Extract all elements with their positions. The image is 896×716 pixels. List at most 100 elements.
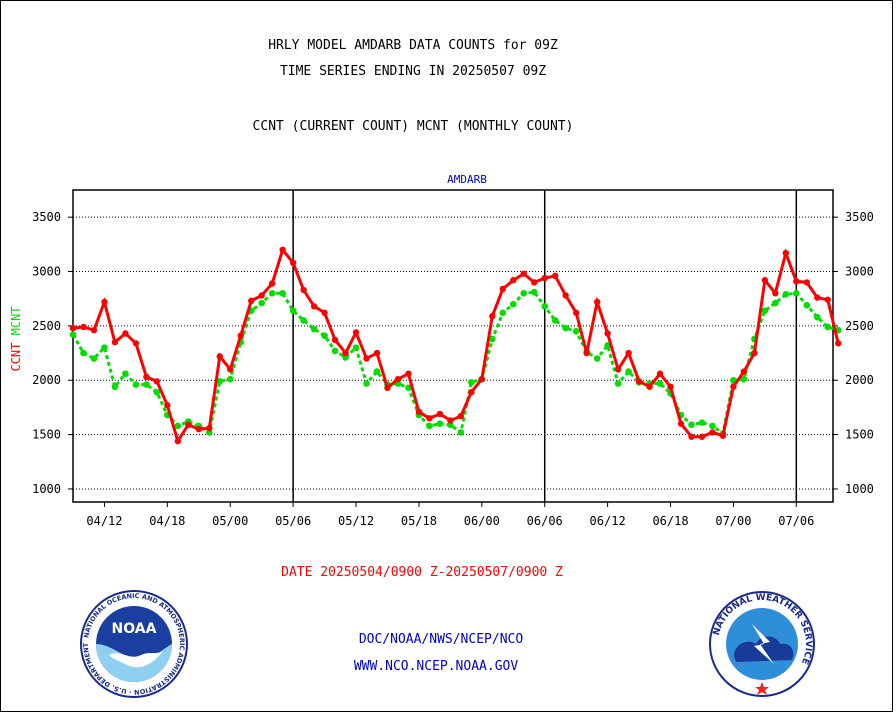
x-tick-label: 05/00 bbox=[212, 514, 248, 528]
ccnt-data-point bbox=[583, 349, 590, 357]
mcnt-data-point bbox=[80, 349, 87, 357]
mcnt-data-point bbox=[489, 335, 496, 343]
ccnt-data-point bbox=[593, 298, 601, 306]
ccnt-data-point bbox=[185, 421, 192, 429]
ccnt-data-point bbox=[793, 278, 800, 285]
ccnt-data-point bbox=[772, 290, 779, 297]
mcnt-data-point bbox=[69, 331, 77, 338]
mcnt-data-point bbox=[258, 299, 265, 307]
ccnt-data-point bbox=[489, 312, 496, 320]
mcnt-data-point bbox=[688, 421, 695, 429]
x-tick-label: 06/06 bbox=[527, 514, 563, 528]
mcnt-data-point bbox=[468, 379, 475, 386]
mcnt-data-point bbox=[551, 317, 559, 324]
mcnt-data-point bbox=[132, 381, 140, 388]
mcnt-data-point bbox=[268, 289, 276, 297]
mcnt-data-point bbox=[520, 289, 528, 297]
ccnt-data-point bbox=[384, 384, 391, 392]
mcnt-data-point bbox=[143, 381, 150, 388]
header-title-line2: TIME SERIES ENDING IN 20250507 09Z bbox=[279, 64, 547, 79]
mcnt-data-point bbox=[331, 347, 339, 355]
x-tick-label: 07/06 bbox=[778, 514, 814, 528]
ccnt-series-line bbox=[72, 246, 840, 445]
ccnt-data-point bbox=[667, 383, 674, 390]
ccnt-data-point bbox=[289, 259, 297, 267]
ccnt-data-point bbox=[709, 429, 716, 436]
ccnt-data-point bbox=[268, 280, 276, 287]
ccnt-data-point bbox=[153, 378, 161, 385]
ccnt-data-point bbox=[688, 433, 695, 440]
x-tick-label: 04/18 bbox=[149, 514, 185, 528]
ccnt-data-point bbox=[552, 272, 559, 280]
ccnt-data-point bbox=[258, 292, 265, 299]
y-tick-label-right: 2000 bbox=[845, 373, 874, 387]
y-tick-label-right: 2500 bbox=[845, 319, 874, 333]
mcnt-data-point bbox=[300, 317, 307, 324]
mcnt-data-point bbox=[740, 375, 748, 383]
ccnt-data-point bbox=[363, 355, 370, 362]
plot-area-border bbox=[72, 189, 834, 503]
mcnt-data-point bbox=[352, 344, 360, 351]
mcnt-data-point bbox=[698, 419, 706, 426]
ccnt-data-point bbox=[510, 277, 517, 284]
y-axis-label-mcnt: MCNT bbox=[9, 306, 23, 342]
mcnt-data-point bbox=[572, 328, 580, 335]
ccnt-data-point bbox=[248, 297, 255, 305]
mcnt-data-point bbox=[656, 380, 664, 387]
y-tick-label-left: 1000 bbox=[32, 482, 61, 496]
ccnt-data-point bbox=[352, 329, 360, 336]
ccnt-data-point bbox=[426, 415, 433, 422]
noaa-logo: NATIONAL OCEANIC AND ATMOSPHERIC ADMINIS… bbox=[79, 589, 188, 698]
ccnt-data-point bbox=[373, 349, 381, 357]
mcnt-data-point bbox=[625, 368, 632, 375]
ccnt-data-point bbox=[520, 270, 527, 277]
mcnt-data-point bbox=[509, 300, 517, 308]
ccnt-data-point bbox=[646, 383, 653, 390]
ccnt-data-point bbox=[835, 340, 842, 347]
ccnt-data-point bbox=[415, 408, 423, 415]
ccnt-data-point bbox=[499, 285, 506, 293]
mcnt-data-point bbox=[111, 383, 119, 391]
mcnt-data-point bbox=[373, 368, 381, 375]
y-tick-label-left: 3500 bbox=[32, 210, 61, 224]
ccnt-data-point bbox=[814, 294, 821, 301]
ccnt-data-point bbox=[698, 433, 706, 440]
ccnt-data-point bbox=[394, 375, 402, 383]
ccnt-data-point bbox=[531, 279, 538, 286]
mcnt-data-point bbox=[803, 301, 811, 309]
header-title-line3: CCNT (CURRENT COUNT) MCNT (MONTHLY COUNT… bbox=[252, 119, 574, 134]
date-range-label: DATE 20250504/0900 Z-20250507/0900 Z bbox=[281, 565, 563, 580]
ccnt-data-point bbox=[572, 309, 580, 317]
ccnt-data-point bbox=[436, 410, 444, 418]
x-tick-label: 06/00 bbox=[464, 514, 500, 528]
header-title-line1: HRLY MODEL AMDARB DATA COUNTS for 09Z bbox=[268, 38, 558, 53]
ccnt-data-point bbox=[101, 298, 108, 306]
y-tick-label-right: 3500 bbox=[845, 210, 874, 224]
ccnt-data-point bbox=[730, 383, 737, 390]
ccnt-data-point bbox=[174, 437, 182, 445]
y-tick-label-left: 3000 bbox=[32, 265, 61, 279]
mcnt-data-point bbox=[499, 309, 507, 317]
mcnt-data-point bbox=[793, 289, 800, 297]
mcnt-data-point bbox=[436, 420, 444, 428]
y-tick-label-right: 1500 bbox=[845, 428, 874, 442]
org-label: DOC/NOAA/NWS/NCEP/NCO bbox=[358, 632, 524, 647]
ccnt-data-point bbox=[310, 303, 318, 310]
ccnt-data-point bbox=[331, 336, 339, 344]
mcnt-series-line bbox=[71, 290, 839, 437]
mcnt-data-point bbox=[101, 344, 108, 351]
ccnt-data-point bbox=[300, 286, 307, 294]
x-tick-label: 07/00 bbox=[715, 514, 751, 528]
y-axis-label: CCNT MCNT bbox=[9, 306, 23, 371]
website-link[interactable]: WWW.NCO.NCEP.NOAA.GOV bbox=[353, 659, 519, 674]
ccnt-data-point bbox=[625, 349, 632, 357]
ccnt-data-point bbox=[405, 370, 412, 377]
mcnt-data-point bbox=[782, 291, 790, 298]
mcnt-data-point bbox=[593, 355, 601, 362]
mcnt-data-point bbox=[541, 303, 549, 310]
ccnt-data-point bbox=[227, 366, 234, 373]
y-axis-label-ccnt: CCNT bbox=[9, 343, 23, 372]
y-tick-label-right: 3000 bbox=[845, 265, 874, 279]
mcnt-data-point bbox=[426, 422, 433, 430]
